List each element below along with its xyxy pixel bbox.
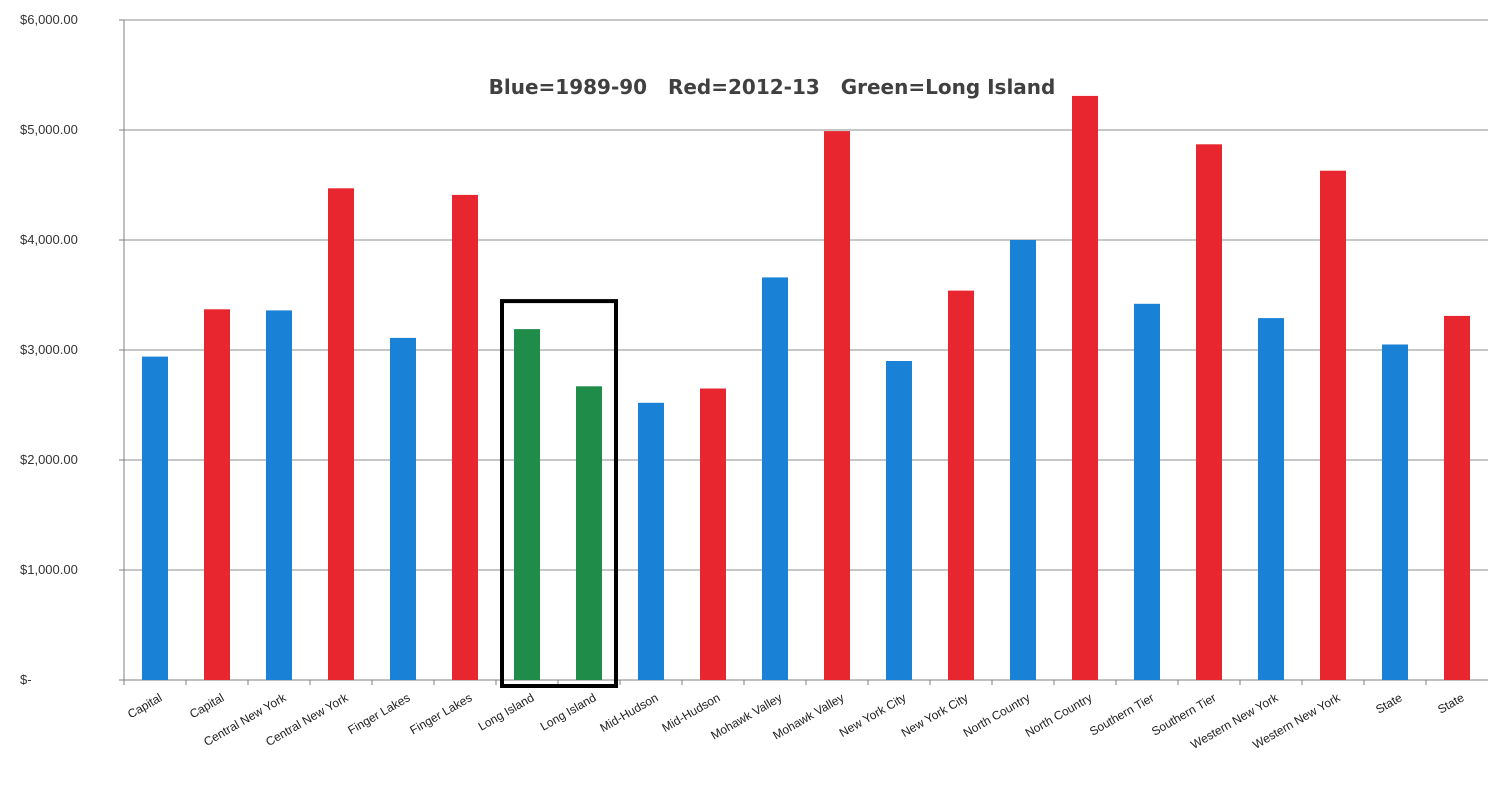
- bar-blue: [1134, 303, 1160, 680]
- bar-blue: [886, 361, 912, 680]
- y-tick-label: $1,000.00: [20, 562, 78, 577]
- bars: [142, 95, 1470, 681]
- bar-red: [700, 388, 726, 680]
- bar-blue: [266, 310, 292, 680]
- bar-red: [1196, 144, 1222, 681]
- bar-blue: [1258, 318, 1284, 680]
- bar-red: [948, 290, 974, 680]
- bar-green: [576, 386, 602, 680]
- bar-red: [1444, 315, 1470, 680]
- y-axis-tick-labels: $- $1,000.00 $2,000.00 $3,000.00 $4,000.00 $5…: [20, 12, 78, 687]
- bar-blue: [1010, 240, 1036, 680]
- bar-green: [514, 329, 540, 680]
- axes: [119, 19, 1427, 685]
- bar-red: [1320, 170, 1346, 680]
- y-tick-label: $-: [20, 672, 32, 687]
- bar-blue: [142, 356, 168, 680]
- bar-blue: [1382, 344, 1408, 680]
- chart-title: Blue=1989-90 Red=2012-13 Green=Long Isla…: [489, 75, 1056, 99]
- bar-blue: [762, 277, 788, 680]
- highlight-layer: [500, 299, 618, 688]
- bar-blue: [638, 402, 664, 680]
- y-tick-label: $3,000.00: [20, 342, 78, 357]
- y-tick-label: $6,000.00: [20, 12, 78, 27]
- bar-red: [328, 188, 354, 681]
- bar-red: [1072, 95, 1098, 680]
- y-tick-label: $4,000.00: [20, 232, 78, 247]
- y-tick-label: $2,000.00: [20, 452, 78, 467]
- bar-red: [824, 131, 850, 681]
- bar-blue: [390, 337, 416, 680]
- y-tick-label: $5,000.00: [20, 122, 78, 137]
- bar-red: [452, 194, 478, 680]
- bar-red: [204, 309, 230, 680]
- highlight-box: [500, 299, 618, 688]
